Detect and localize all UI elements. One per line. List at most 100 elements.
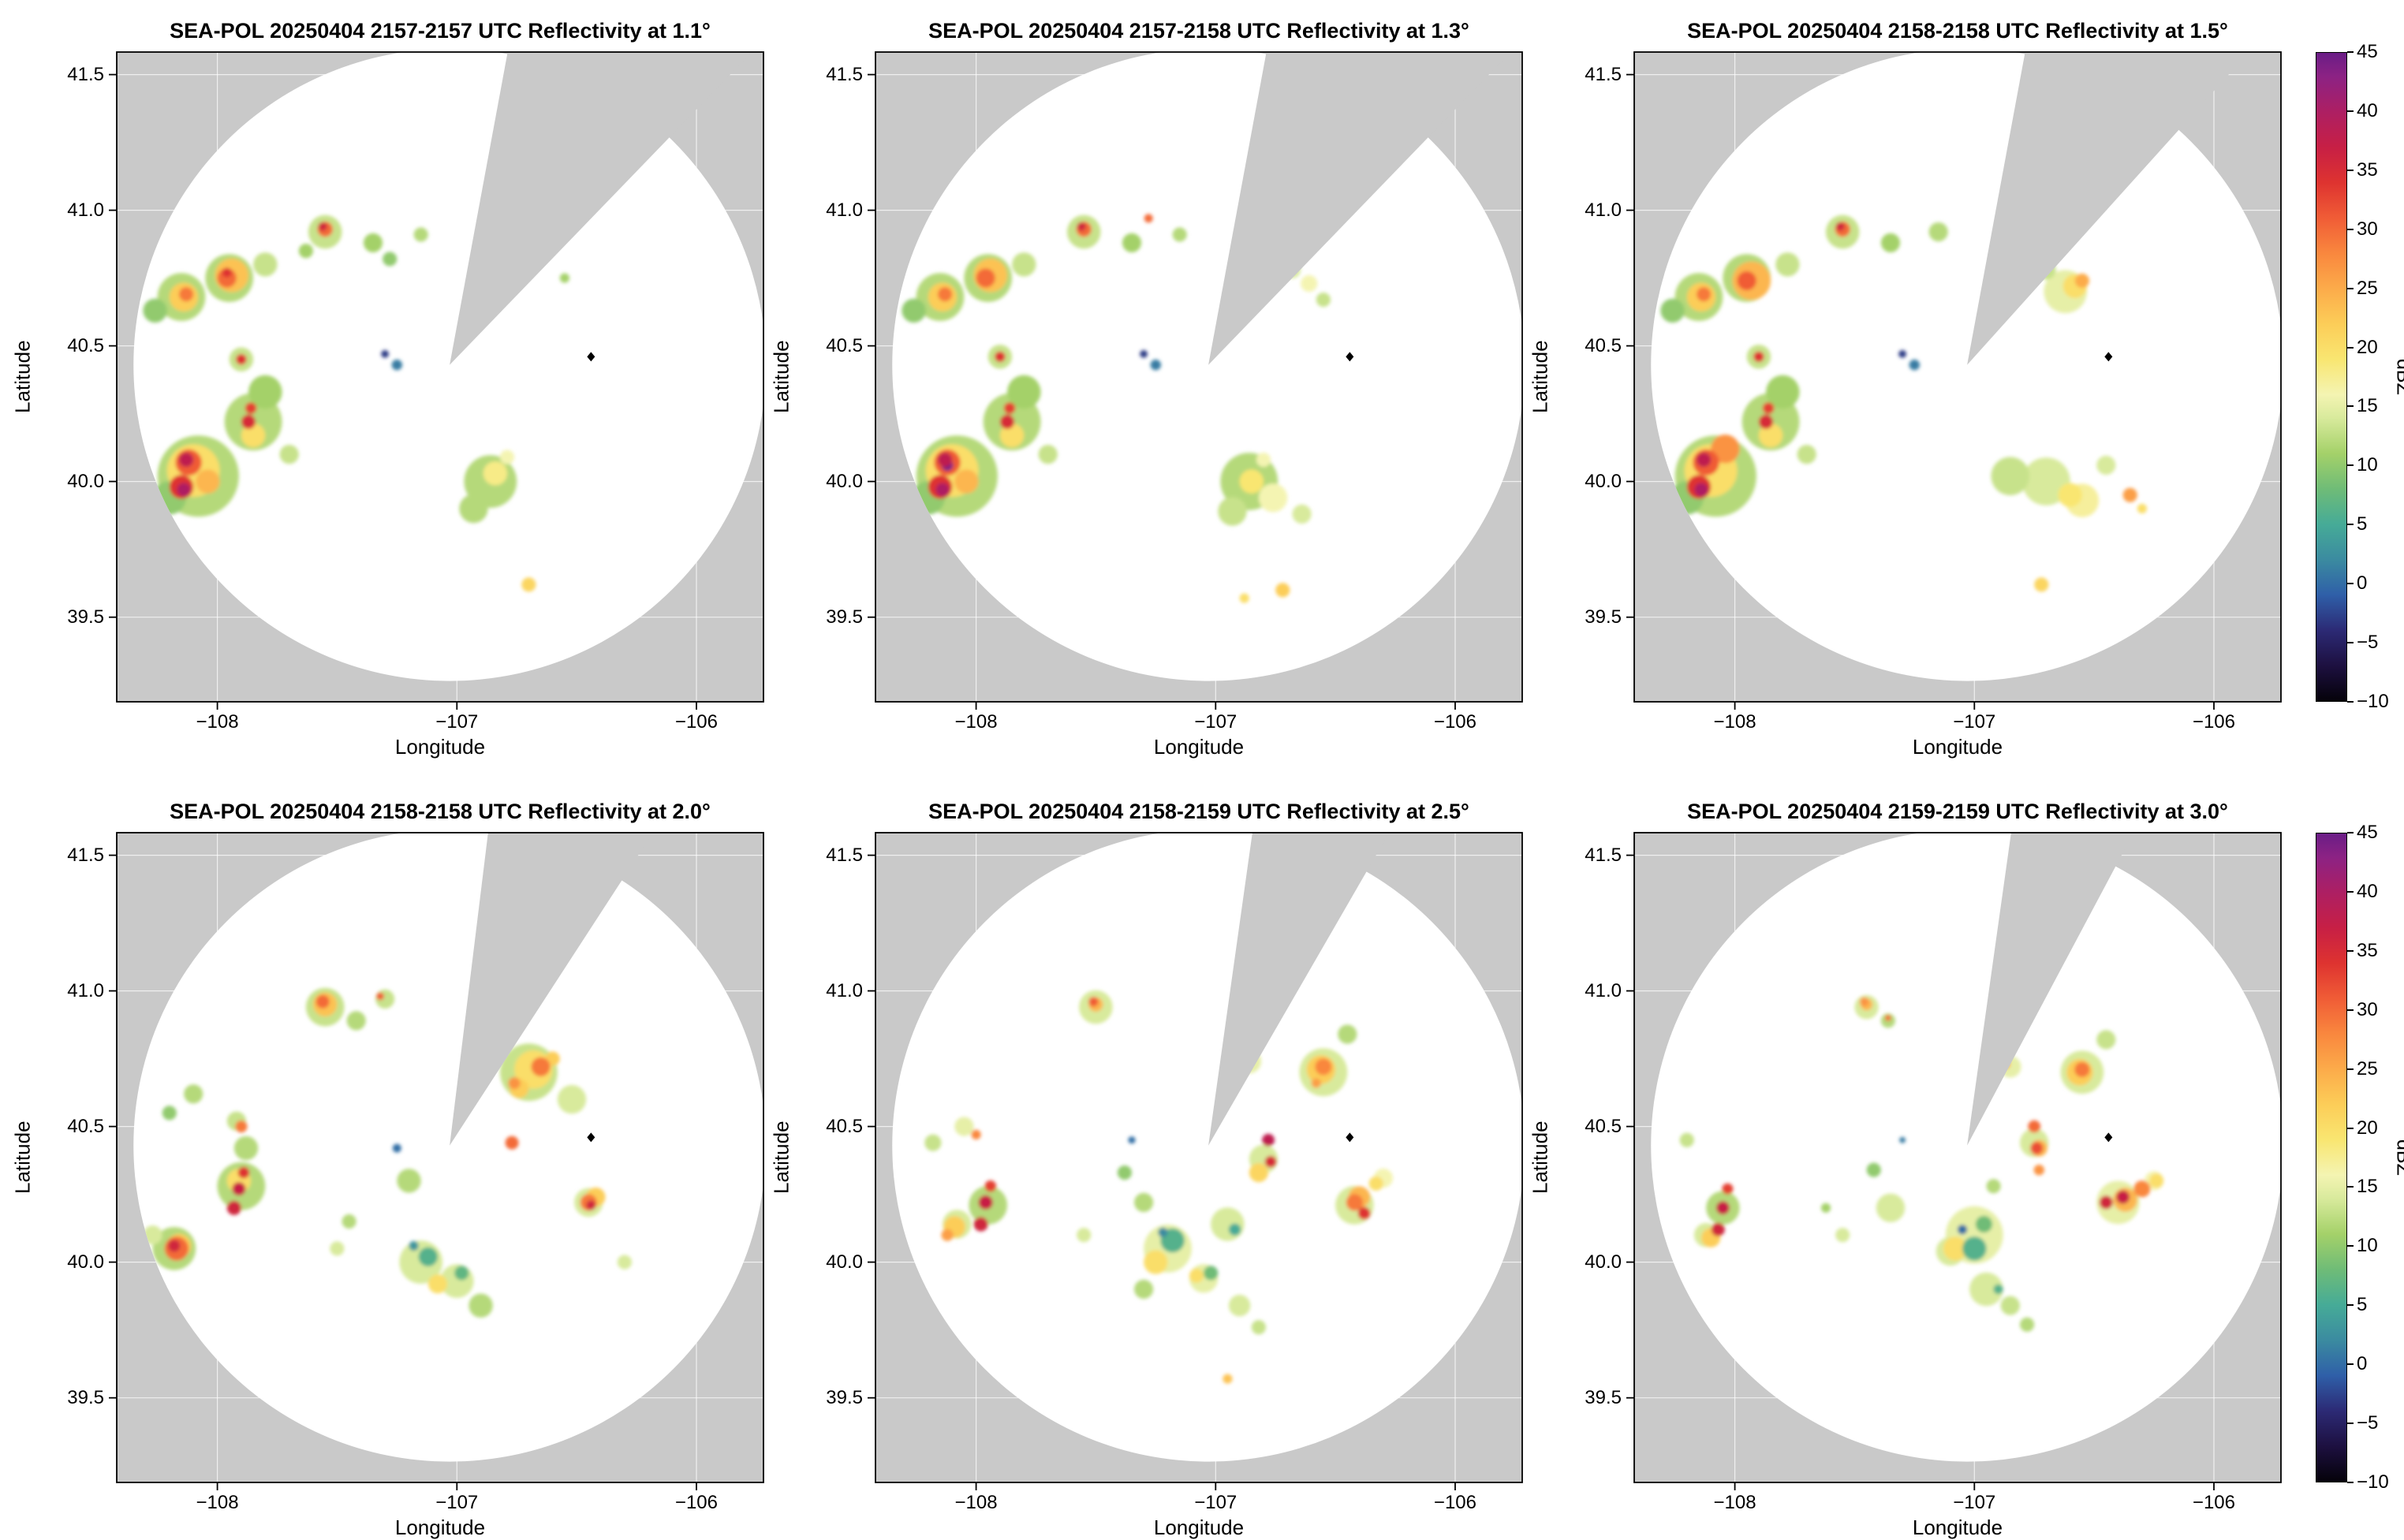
y-axis-label: Latitude (10, 1121, 35, 1195)
colorbar-tick-label: 30 (2357, 998, 2378, 1020)
radar-coverage-circle (892, 829, 1525, 1462)
colorbar-tick-label: 20 (2357, 1117, 2378, 1139)
colorbar-tick-mark (2347, 1009, 2354, 1011)
colorbar-tick-label: 15 (2357, 1176, 2378, 1198)
colorbar-tick-mark (2347, 1363, 2354, 1366)
y-tick-label: 40.5 (67, 1115, 104, 1137)
x-axis-label: Longitude (394, 1516, 486, 1539)
radar-coverage-circle (1651, 829, 2284, 1462)
colorbar-tick-mark (2347, 1245, 2354, 1247)
colorbar-tick-mark (2347, 287, 2354, 289)
y-tick-label: 39.5 (1585, 1386, 1622, 1408)
axes-frame (1633, 832, 2282, 1483)
x-tick-label: −106 (2192, 1492, 2235, 1513)
y-tick-label: 41.0 (826, 199, 863, 221)
axes-frame (875, 51, 1523, 703)
colorbar-2 (2316, 833, 2347, 1482)
y-tick-label: 39.5 (67, 606, 104, 628)
reflectivity-echoes (904, 990, 1393, 1384)
axes-frame (875, 832, 1523, 1483)
colorbar-tick-label: −5 (2357, 632, 2379, 654)
colorbar-tick-mark (2347, 228, 2354, 230)
y-tick-label: 41.0 (67, 199, 104, 221)
colorbar-tick-label: 10 (2357, 454, 2378, 476)
radar-plot-area (109, 829, 767, 1490)
y-tick-label: 41.0 (67, 979, 104, 1001)
y-axis-label: Latitude (769, 1121, 793, 1195)
y-tick-label: 41.5 (826, 63, 863, 85)
y-tick-label: 40.0 (826, 1251, 863, 1273)
x-tick-label: −106 (674, 1492, 718, 1513)
colorbar-tick-label: 20 (2357, 336, 2378, 358)
radar-coverage-circle (1651, 48, 2284, 681)
radar-coverage-circle (133, 48, 767, 681)
y-tick-label: 41.5 (67, 844, 104, 866)
panel-title: SEA-POL 20250404 2158-2158 UTC Reflectiv… (1687, 19, 2228, 43)
x-axis-label: Longitude (1153, 735, 1245, 759)
colorbar-tick-mark (2347, 701, 2354, 703)
radar-panel-6 (1626, 829, 2284, 1490)
y-tick-label: 40.5 (1585, 1115, 1622, 1137)
radar-panel-4 (109, 829, 767, 1490)
site-marker-diamond (2104, 352, 2113, 362)
colorbar-tick-mark (2347, 832, 2354, 833)
panel-title: SEA-POL 20250404 2158-2158 UTC Reflectiv… (170, 800, 711, 823)
y-tick-label: 40.5 (67, 334, 104, 356)
colorbar-tick-mark (2347, 346, 2354, 349)
panel-title: SEA-POL 20250404 2157-2157 UTC Reflectiv… (170, 19, 711, 43)
colorbar-tick-mark (2347, 464, 2354, 467)
y-tick-label: 41.5 (1585, 844, 1622, 866)
colorbar-tick-mark (2347, 890, 2354, 893)
y-tick-label: 40.5 (1585, 334, 1622, 356)
x-tick-label: −106 (1433, 1492, 1476, 1513)
site-marker-diamond (1346, 1132, 1354, 1143)
colorbar-tick-label: 35 (2357, 939, 2378, 961)
x-axis-label: Longitude (1912, 735, 2003, 759)
site-marker-diamond (1346, 352, 1354, 362)
colorbar-tick-mark (2347, 1186, 2354, 1188)
y-tick-label: 40.0 (1585, 470, 1622, 492)
site-marker-diamond (587, 1132, 595, 1143)
panel-title: SEA-POL 20250404 2159-2159 UTC Reflectiv… (1687, 800, 2228, 823)
x-axis-label: Longitude (394, 735, 486, 759)
axes-frame (116, 832, 764, 1483)
colorbar-tick-label: −10 (2357, 691, 2389, 712)
colorbar-tick-mark (2347, 1068, 2354, 1070)
colorbar-tick-label: 30 (2357, 218, 2378, 240)
x-axis-label: Longitude (1912, 1516, 2003, 1539)
colorbar-tick-label: 5 (2357, 1294, 2368, 1316)
x-tick-label: −108 (196, 1492, 239, 1513)
y-tick-label: 41.0 (1585, 979, 1622, 1001)
missing-data-wedge (450, 52, 752, 365)
radar-panel-5 (868, 829, 1525, 1490)
colorbar-tick-label: 45 (2357, 41, 2378, 62)
site-marker-diamond (2104, 1132, 2113, 1143)
colorbar-tick-mark (2347, 110, 2354, 112)
reflectivity-echoes (902, 214, 1331, 603)
x-tick-label: −107 (1194, 711, 1237, 733)
x-tick-label: −108 (1713, 1492, 1756, 1513)
colorbar-tick-label: 15 (2357, 395, 2378, 417)
axes-frame (1633, 51, 2282, 703)
colorbar-tick-label: −10 (2357, 1471, 2389, 1493)
colorbar-tick-mark (2347, 405, 2354, 408)
y-tick-label: 39.5 (67, 1386, 104, 1408)
colorbar-tick-mark (2347, 51, 2354, 53)
x-tick-label: −106 (674, 711, 718, 733)
x-tick-label: −108 (954, 711, 998, 733)
colorbar-tick-label: 40 (2357, 99, 2378, 121)
y-tick-label: 41.0 (1585, 199, 1622, 221)
y-tick-label: 40.0 (67, 1251, 104, 1273)
x-tick-label: −106 (1433, 711, 1476, 733)
colorbar-tick-mark (2347, 1127, 2354, 1129)
y-tick-label: 41.5 (826, 844, 863, 866)
reflectivity-echoes (1660, 214, 2147, 592)
radar-panel-2 (868, 48, 1525, 710)
site-marker-diamond (587, 352, 595, 362)
x-tick-label: −108 (196, 711, 239, 733)
y-tick-label: 39.5 (1585, 606, 1622, 628)
radar-plot-area (109, 48, 767, 710)
x-tick-label: −108 (954, 1492, 998, 1513)
y-tick-label: 40.5 (826, 1115, 863, 1137)
colorbar-tick-mark (2347, 949, 2354, 952)
